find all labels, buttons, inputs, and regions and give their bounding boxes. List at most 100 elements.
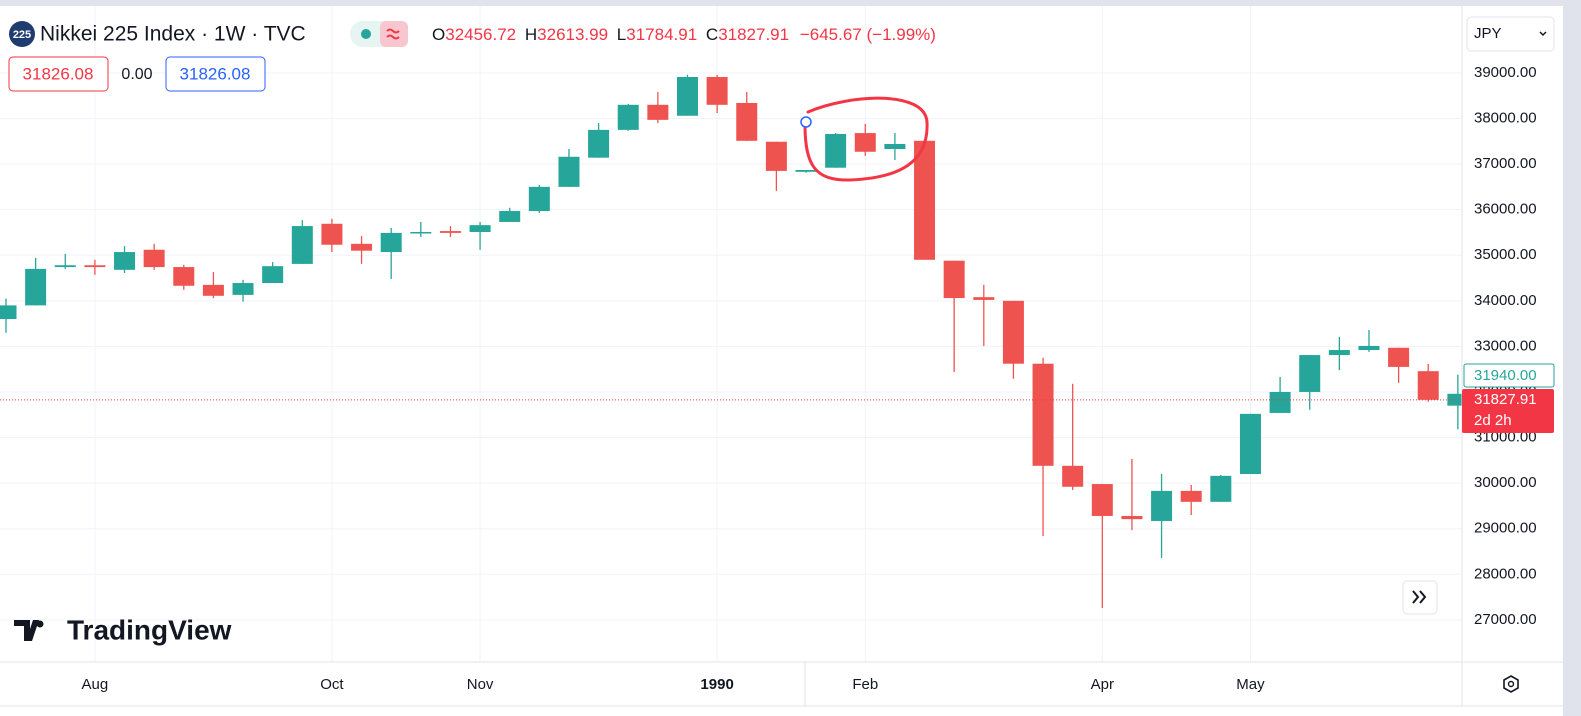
y-tick-label: 35000.00	[1474, 246, 1537, 263]
settings-icon-center	[1507, 680, 1515, 688]
l-label: L	[617, 25, 626, 44]
indicator-price: 31940.00	[1474, 367, 1537, 384]
candle-body	[410, 231, 432, 234]
x-tick-label: 1990	[700, 676, 733, 693]
candle-body	[84, 265, 106, 268]
candle-body	[973, 297, 995, 300]
buy-price: 31826.08	[180, 64, 251, 83]
candle-body	[1091, 484, 1113, 516]
c-label: C	[706, 25, 718, 44]
candle-body	[736, 102, 758, 141]
candle-body	[232, 283, 254, 295]
market-status-dot	[361, 29, 371, 39]
spread: 0.00	[121, 66, 152, 83]
sell-box[interactable]	[8, 56, 109, 92]
currency-dropdown[interactable]	[1466, 16, 1555, 52]
last-price-box	[1462, 389, 1554, 433]
annotation-handle[interactable]	[800, 116, 812, 128]
logo-text: TradingView	[67, 614, 232, 645]
buy-box[interactable]	[165, 56, 266, 92]
y-tick-label: 39000.00	[1474, 64, 1537, 81]
candle-body	[795, 169, 817, 172]
annotation-circle[interactable]	[803, 96, 929, 182]
candle-body	[54, 265, 76, 268]
candle-body	[291, 226, 313, 264]
y-tick-label: 27000.00	[1474, 611, 1537, 628]
o-value: 32456.72	[445, 25, 516, 44]
y-tick-label: 34000.00	[1474, 292, 1537, 309]
candle-body	[469, 225, 491, 232]
candle-body	[1210, 475, 1232, 502]
ohlc-legend: O32456.72 H32613.99 L31784.91 C31827.91 …	[432, 25, 936, 44]
candle-body	[558, 156, 580, 187]
status-pill-right[interactable]	[380, 21, 408, 47]
candle-body	[439, 231, 461, 233]
x-tick-label: Aug	[82, 676, 109, 693]
x-tick-label: Feb	[852, 676, 878, 693]
candle-body	[1121, 515, 1143, 520]
candle-body	[173, 267, 195, 286]
scroll-to-latest[interactable]	[1402, 580, 1438, 615]
candles	[0, 74, 1469, 609]
candle-body	[1358, 345, 1380, 351]
x-tick-label: Nov	[467, 676, 494, 693]
x-tick-label: Apr	[1091, 676, 1114, 693]
symbol-badge-text: 225	[13, 29, 31, 41]
y-tick-label: 30000.00	[1474, 474, 1537, 491]
y-tick-label: 28000.00	[1474, 565, 1537, 582]
scroll-icon	[1412, 590, 1427, 604]
candle-body	[25, 268, 47, 306]
candle-body	[499, 211, 521, 222]
y-tick-label: 38000.00	[1474, 109, 1537, 126]
top-border	[0, 0, 1581, 6]
candle-body	[0, 305, 17, 320]
candle-body	[765, 141, 787, 171]
x-tick-label: Oct	[320, 676, 344, 693]
settings-icon[interactable]	[1503, 675, 1519, 693]
candle-body	[914, 140, 936, 260]
candle-body	[1299, 355, 1321, 392]
candle-body	[706, 77, 728, 105]
c-value: 31827.91	[718, 25, 789, 44]
candle-body	[1269, 391, 1291, 413]
candle-body	[380, 232, 402, 253]
l-value: 31784.91	[626, 25, 697, 44]
candle-body	[854, 133, 876, 152]
symbol-title[interactable]: Nikkei 225 Index · 1W · TVC	[40, 23, 306, 46]
h-label: H	[525, 25, 537, 44]
candle-body	[647, 104, 669, 120]
logo-dot	[36, 620, 44, 628]
grid	[0, 6, 1462, 662]
last-price: 31827.91	[1474, 391, 1537, 408]
candle-body	[351, 243, 373, 251]
candle-body	[1417, 371, 1439, 400]
x-tick-label: May	[1236, 676, 1265, 693]
y-tick-label: 33000.00	[1474, 337, 1537, 354]
candle-body	[1032, 363, 1054, 466]
sell-price: 31826.08	[23, 64, 94, 83]
candle-body	[1328, 350, 1350, 356]
candle-body	[114, 252, 136, 270]
candle-body	[528, 186, 550, 212]
indicator-price-box	[1463, 363, 1555, 388]
candle-body	[1180, 490, 1202, 502]
candle-body	[1002, 300, 1024, 364]
candle-body	[321, 223, 343, 245]
y-tick-label: 37000.00	[1474, 155, 1537, 172]
currency: JPY	[1474, 25, 1502, 42]
symbol-badge	[9, 21, 35, 47]
candle-body	[588, 129, 610, 158]
candle-body	[1388, 347, 1410, 367]
candle-body	[143, 249, 165, 268]
h-value: 32613.99	[537, 25, 608, 44]
axis-labels: 27000.0028000.0029000.0030000.0031000.00…	[82, 64, 1537, 693]
candle-body	[202, 284, 224, 296]
candle-body	[943, 260, 965, 299]
right-border	[1563, 0, 1581, 716]
candle-body	[1447, 393, 1469, 406]
o-label: O	[432, 25, 445, 44]
dropdown-arrow	[1539, 31, 1547, 37]
y-tick-label: 29000.00	[1474, 520, 1537, 537]
